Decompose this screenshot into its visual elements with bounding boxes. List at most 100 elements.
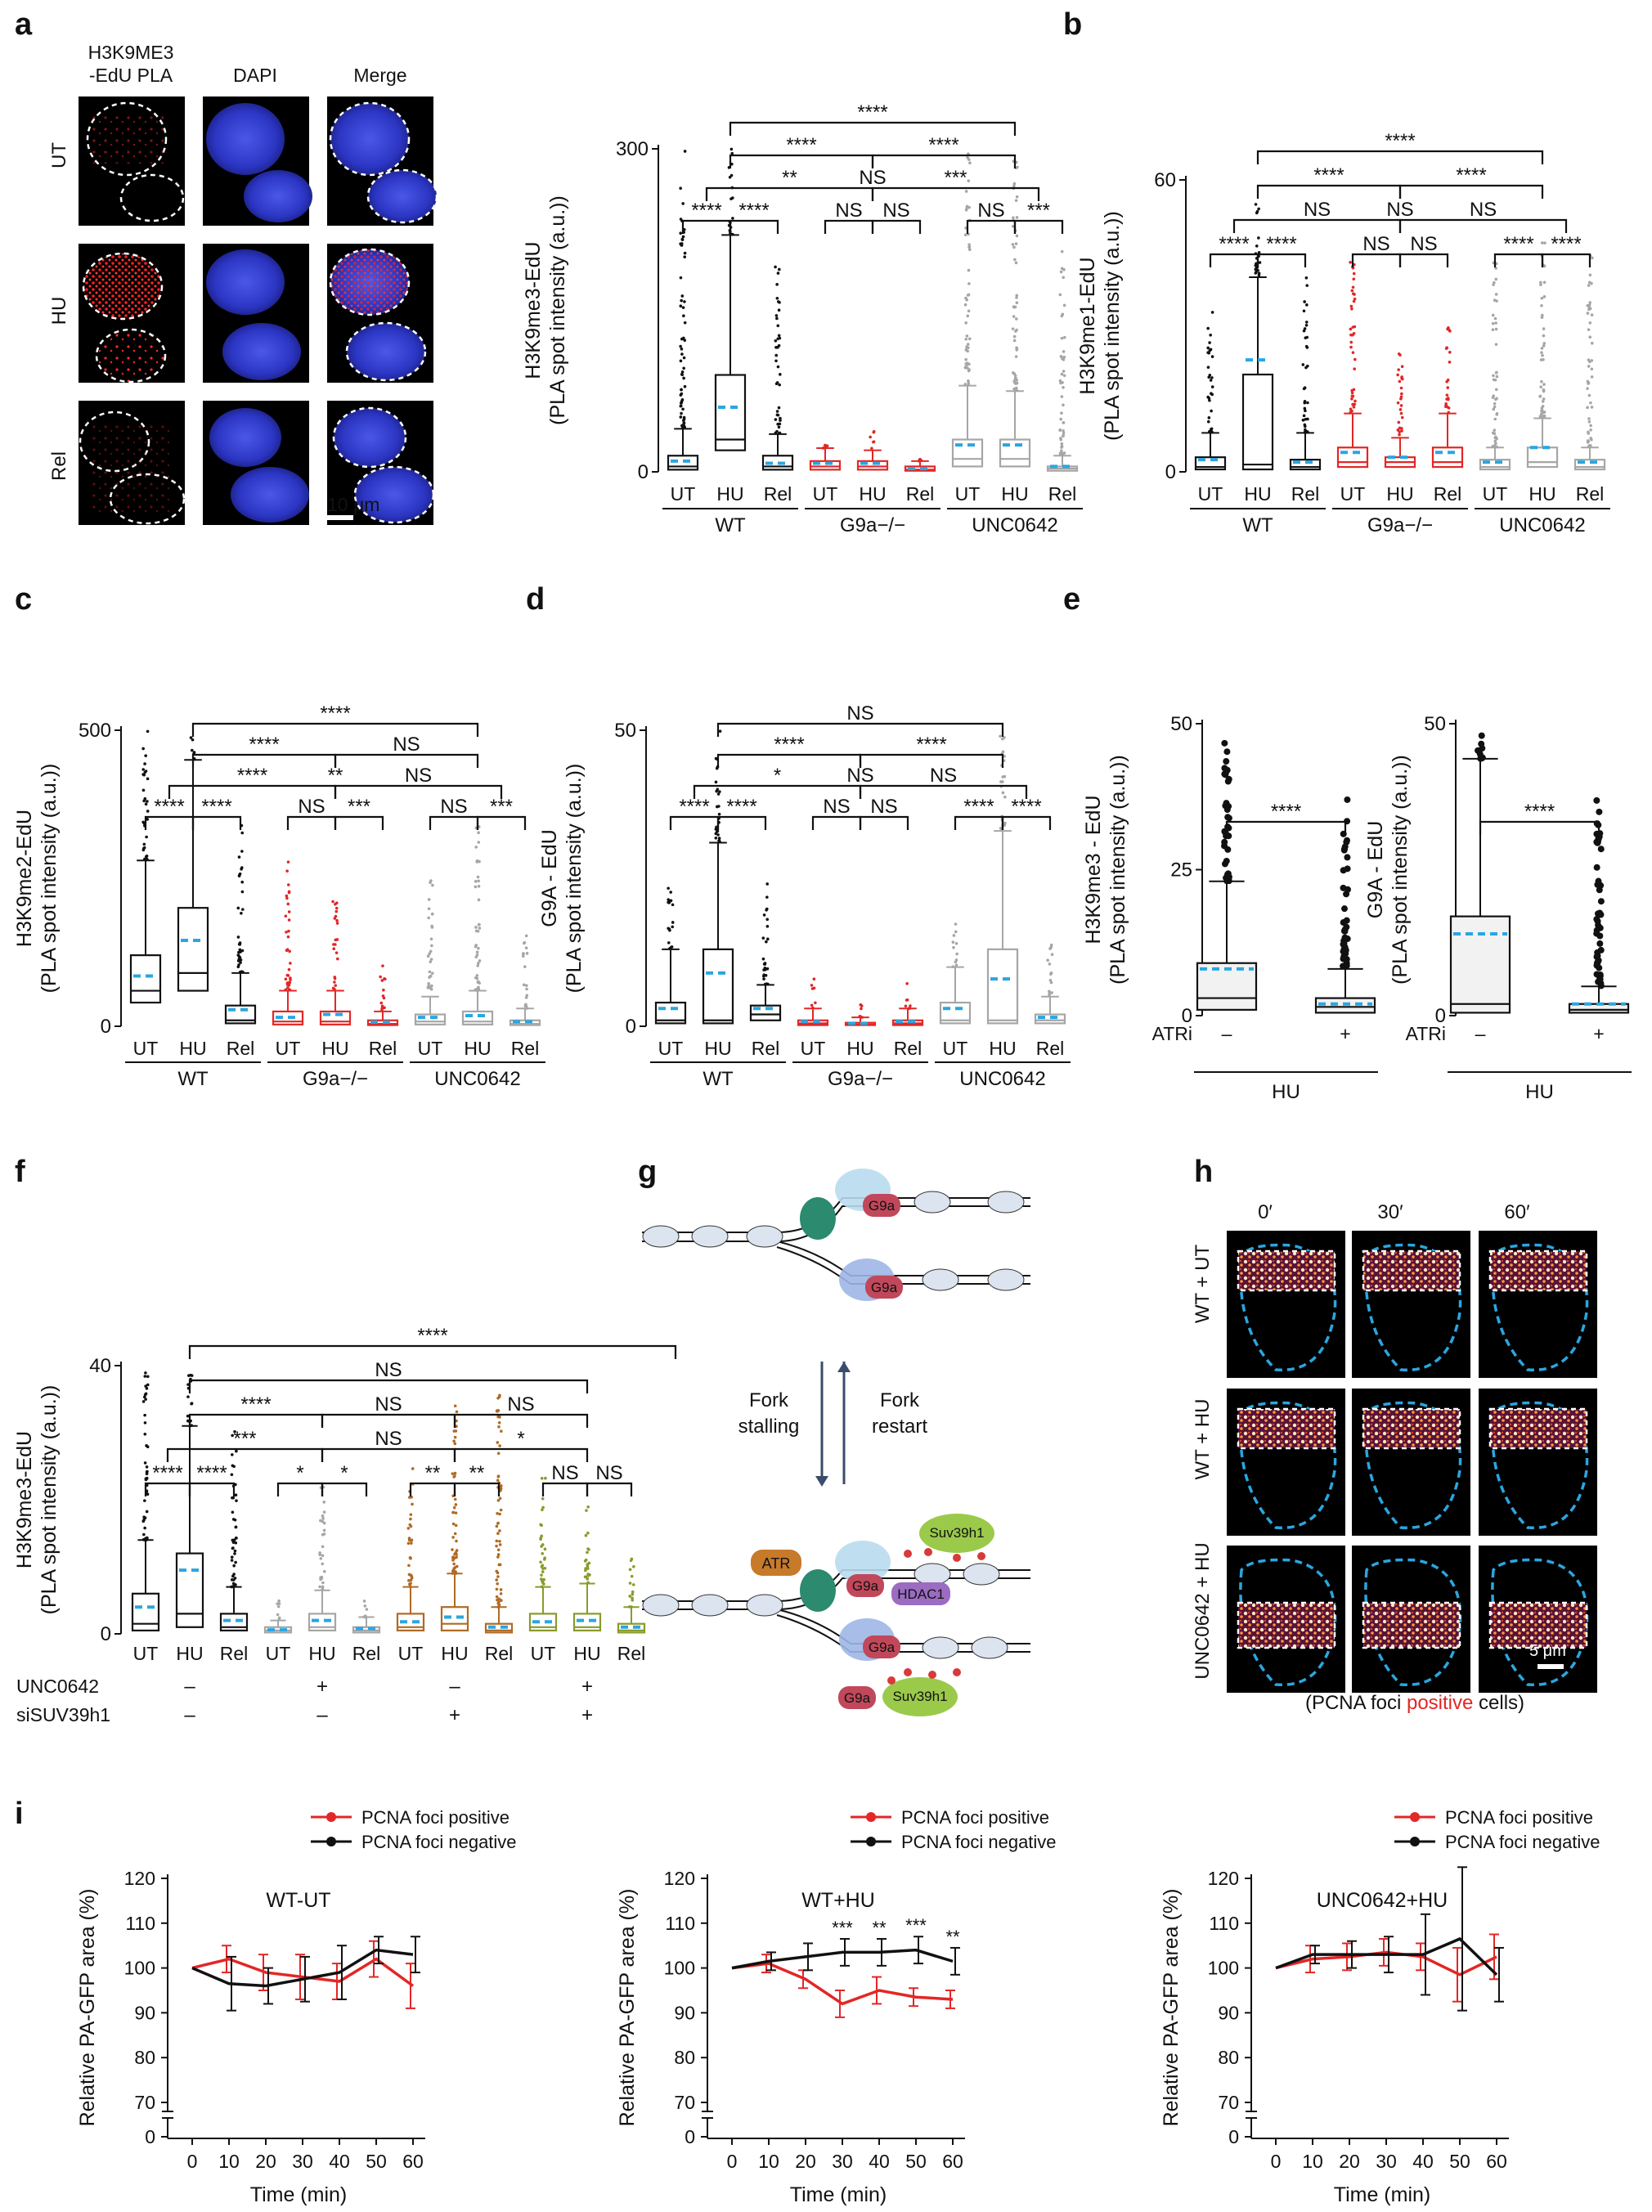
outlier-point bbox=[475, 953, 479, 957]
outlier-point bbox=[240, 912, 243, 915]
outlier-point bbox=[452, 1556, 456, 1560]
y-axis-label: (PLA spot intensity (a.u.)) bbox=[546, 195, 569, 425]
outlier-point bbox=[1062, 421, 1066, 424]
y-tick-label: 60 bbox=[1154, 169, 1176, 191]
outlier-point bbox=[525, 987, 528, 991]
outlier-point bbox=[964, 296, 967, 300]
outlier-point bbox=[141, 788, 146, 792]
region-outline bbox=[1488, 1601, 1588, 1649]
outlier-point bbox=[1541, 400, 1545, 403]
outlier-point bbox=[681, 407, 685, 411]
outlier-point bbox=[1255, 267, 1259, 270]
outlier-point bbox=[1225, 814, 1232, 822]
outlier-point bbox=[999, 734, 1002, 738]
outlier-point bbox=[1062, 370, 1066, 373]
outlier-point bbox=[1001, 737, 1004, 741]
outlier-point bbox=[1208, 341, 1211, 344]
outlier-point bbox=[1302, 414, 1306, 418]
legend-label: PCNA foci positive bbox=[1445, 1807, 1593, 1828]
outlier-point bbox=[331, 986, 335, 990]
scale-bar-a-label: 10 μm bbox=[327, 494, 379, 515]
group-label: G9a−/− bbox=[840, 514, 905, 536]
sig-bracket bbox=[859, 753, 1004, 768]
outlier-point bbox=[335, 918, 339, 922]
outlier-point bbox=[1015, 348, 1019, 352]
outlier-point bbox=[1059, 437, 1062, 440]
outlier-point bbox=[231, 1539, 236, 1542]
outlier-point bbox=[331, 900, 334, 904]
treatment-value: – bbox=[184, 1704, 195, 1726]
outlier-point bbox=[1062, 428, 1065, 433]
outlier-point bbox=[779, 416, 782, 420]
outlier-point bbox=[1209, 379, 1213, 382]
outlier-point bbox=[287, 890, 291, 894]
outlier-point bbox=[499, 1508, 503, 1512]
outlier-point bbox=[1012, 182, 1017, 186]
outlier-point bbox=[1493, 316, 1497, 321]
chart-title: WT+HU bbox=[801, 1889, 875, 1912]
legend-marker bbox=[1410, 1837, 1420, 1846]
category-label: HU bbox=[573, 1643, 600, 1664]
category-label: Rel bbox=[1036, 1038, 1065, 1059]
outlier-point bbox=[1015, 328, 1018, 332]
y-tick-label: 50 bbox=[1424, 713, 1446, 735]
outlier-point bbox=[1350, 391, 1354, 395]
outlier-point bbox=[427, 982, 430, 985]
sig-bracket bbox=[1001, 815, 1052, 830]
x-tick-label: 10 bbox=[758, 2151, 779, 2172]
outlier-point bbox=[1062, 385, 1065, 389]
sig-bracket bbox=[729, 154, 874, 168]
outlier-point bbox=[762, 913, 766, 917]
outlier-point bbox=[774, 339, 778, 343]
outlier-point bbox=[680, 411, 683, 415]
y-tick-label: 0 bbox=[1165, 461, 1176, 483]
outlier-point bbox=[951, 940, 955, 944]
outlier-point bbox=[1543, 241, 1547, 245]
outlier-point bbox=[1539, 385, 1542, 388]
outlier-point bbox=[765, 895, 769, 899]
outlier-point bbox=[524, 996, 528, 999]
outlier-point bbox=[717, 838, 721, 842]
outlier-point bbox=[1223, 806, 1231, 814]
sig-label: NS bbox=[375, 1393, 402, 1416]
outlier-point bbox=[718, 790, 721, 793]
outlier-point bbox=[475, 976, 479, 980]
outlier-point bbox=[431, 912, 434, 916]
outlier-point bbox=[1593, 864, 1600, 871]
outlier-point bbox=[1593, 916, 1600, 923]
suv39h1-top-icon bbox=[919, 1514, 994, 1553]
panel-letter-h: h bbox=[1194, 1155, 1213, 1189]
outlier-point bbox=[679, 304, 683, 308]
outlier-point bbox=[476, 964, 480, 967]
outlier-point bbox=[1587, 365, 1591, 368]
outlier-point bbox=[967, 337, 972, 341]
outlier-point bbox=[1596, 964, 1603, 971]
outlier-point bbox=[778, 422, 782, 426]
outlier-point bbox=[474, 885, 478, 889]
outlier-point bbox=[586, 1577, 590, 1581]
outlier-point bbox=[1301, 363, 1305, 366]
outlier-point bbox=[1587, 393, 1591, 397]
outlier-point bbox=[430, 944, 433, 948]
sig-bracket bbox=[321, 1482, 368, 1496]
outlier-point bbox=[1302, 387, 1306, 391]
sig-bracket bbox=[811, 815, 862, 830]
box bbox=[986, 948, 1019, 1025]
x-axis-label: Time (min) bbox=[250, 2183, 348, 2206]
outlier-point bbox=[429, 949, 433, 953]
x-tick-label: 20 bbox=[1339, 2151, 1360, 2172]
outlier-point bbox=[141, 820, 145, 824]
outlier-point bbox=[144, 802, 148, 806]
outlier-point bbox=[455, 1425, 458, 1428]
outlier-point bbox=[322, 1532, 326, 1536]
outlier-point bbox=[765, 925, 770, 928]
outlier-point bbox=[497, 1425, 501, 1429]
y-tick-label: 100 bbox=[664, 1958, 695, 1979]
outlier-point bbox=[144, 1398, 147, 1401]
outlier-point bbox=[1340, 846, 1348, 854]
outlier-point bbox=[584, 1558, 588, 1562]
sig-bracket bbox=[1209, 253, 1259, 267]
outlier-point bbox=[860, 1007, 863, 1011]
outlier-point bbox=[333, 980, 336, 984]
sig-label: * bbox=[296, 1462, 303, 1484]
